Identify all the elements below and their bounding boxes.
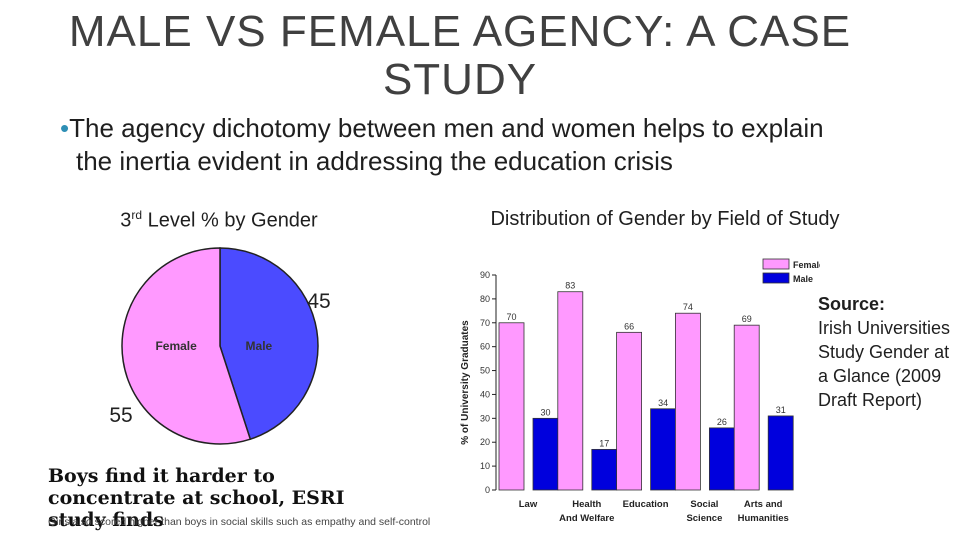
x-category-label: Arts and xyxy=(744,499,783,510)
bar-male xyxy=(591,448,618,491)
bar-male xyxy=(708,427,735,491)
bar-female xyxy=(674,312,701,491)
pie-value-label-female: 55 xyxy=(109,404,132,427)
y-tick-label: 30 xyxy=(480,413,490,423)
x-category-label: And Welfare xyxy=(559,513,614,524)
bar-male xyxy=(767,415,794,491)
y-tick-label: 90 xyxy=(480,270,490,280)
y-tick-label: 50 xyxy=(480,366,490,376)
bar-male xyxy=(650,408,677,491)
bar-female xyxy=(557,291,584,491)
x-category-label: Education xyxy=(623,499,669,510)
bar-data-label: 17 xyxy=(599,438,609,448)
bar-data-label: 30 xyxy=(540,407,550,417)
bar-data-label: 74 xyxy=(683,302,693,312)
bar-chart-title: Distribution of Gender by Field of Study xyxy=(490,208,840,230)
pie-title-pre: 3 xyxy=(120,209,132,232)
field-of-study-bar-chart: 0 10 20 30 40 50 60 70 80 90 % of University Gradu… xyxy=(460,258,820,524)
pie-title-post: Level % by Gender xyxy=(142,209,318,232)
pie-title: 3rd Level % by Gender xyxy=(0,208,438,233)
y-tick-label: 60 xyxy=(480,342,490,352)
y-tick-label: 0 xyxy=(485,485,490,495)
y-tick-label: 70 xyxy=(480,318,490,328)
bar-data-label: 70 xyxy=(506,312,516,322)
pie-slice-male xyxy=(219,247,319,441)
bullet-text: •The agency dichotomy between men and wo… xyxy=(60,112,836,204)
bar-data-label: 83 xyxy=(565,281,575,291)
y-tick-label: 10 xyxy=(480,461,490,471)
news-subline: Girls also scored higher than boys in so… xyxy=(48,516,431,528)
bullet-body: The agency dichotomy between men and wom… xyxy=(69,113,824,176)
y-axis-label: % of University Graduates xyxy=(460,320,471,445)
y-tick-label: 80 xyxy=(480,294,490,304)
pie-slice-label-female: Female xyxy=(155,339,197,353)
x-category-label: Social xyxy=(690,499,718,510)
bar-female xyxy=(498,322,525,491)
gender-pie-chart: Male Female 45 55 xyxy=(109,247,331,445)
legend-label-female: Female xyxy=(793,260,820,270)
legend-label-male: Male xyxy=(793,274,813,284)
legend-swatch-male xyxy=(762,272,790,284)
y-tick-label: 20 xyxy=(480,437,490,447)
bar-data-label: 26 xyxy=(717,417,727,427)
pie-title-sup: rd xyxy=(131,208,143,222)
bar-data-label: 69 xyxy=(742,314,752,324)
source-note: Source: Irish Universities Study Gender … xyxy=(818,292,953,412)
x-category-label: Humanities xyxy=(738,513,789,524)
pie-slice-female xyxy=(121,247,252,445)
news-headline: Boys find it harder to concentrate at sc… xyxy=(48,465,345,531)
bar-data-label: 34 xyxy=(658,398,668,408)
bullet-dot: • xyxy=(60,113,70,143)
pie-slice-label-male: Male xyxy=(246,339,273,353)
bar-data-label: 66 xyxy=(624,321,634,331)
x-category-label: Science xyxy=(686,513,722,524)
bar-female xyxy=(733,324,760,491)
legend-swatch-female xyxy=(762,258,790,270)
pie-value-label-male: 45 xyxy=(307,290,330,313)
slide-title: MALE VS FEMALE AGENCY: A CASE STUDY xyxy=(68,7,852,104)
source-label: Source: xyxy=(818,294,886,314)
bar-data-label: 31 xyxy=(776,405,786,415)
y-tick-label: 40 xyxy=(480,389,490,399)
bar-male xyxy=(532,417,559,491)
x-category-label: Law xyxy=(519,499,538,510)
source-text: Irish Universities Study Gender at a Gla… xyxy=(818,318,951,410)
x-category-label: Health xyxy=(572,499,601,510)
bar-female xyxy=(616,331,643,491)
